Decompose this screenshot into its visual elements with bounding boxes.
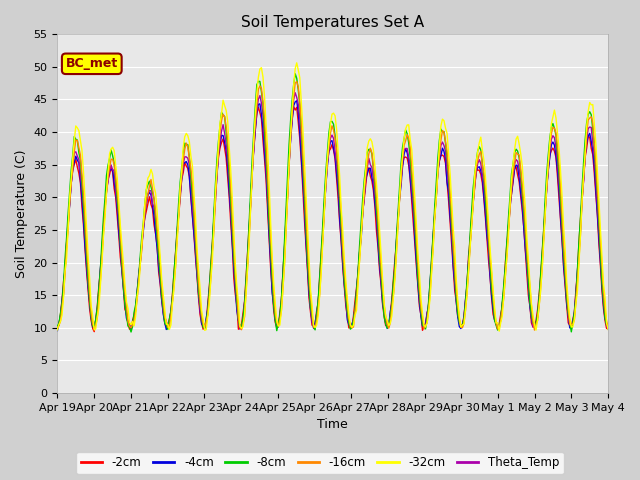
- Text: BC_met: BC_met: [66, 57, 118, 70]
- Y-axis label: Soil Temperature (C): Soil Temperature (C): [15, 149, 28, 278]
- X-axis label: Time: Time: [317, 419, 348, 432]
- Title: Soil Temperatures Set A: Soil Temperatures Set A: [241, 15, 424, 30]
- Legend: -2cm, -4cm, -8cm, -16cm, -32cm, Theta_Temp: -2cm, -4cm, -8cm, -16cm, -32cm, Theta_Te…: [76, 452, 564, 474]
